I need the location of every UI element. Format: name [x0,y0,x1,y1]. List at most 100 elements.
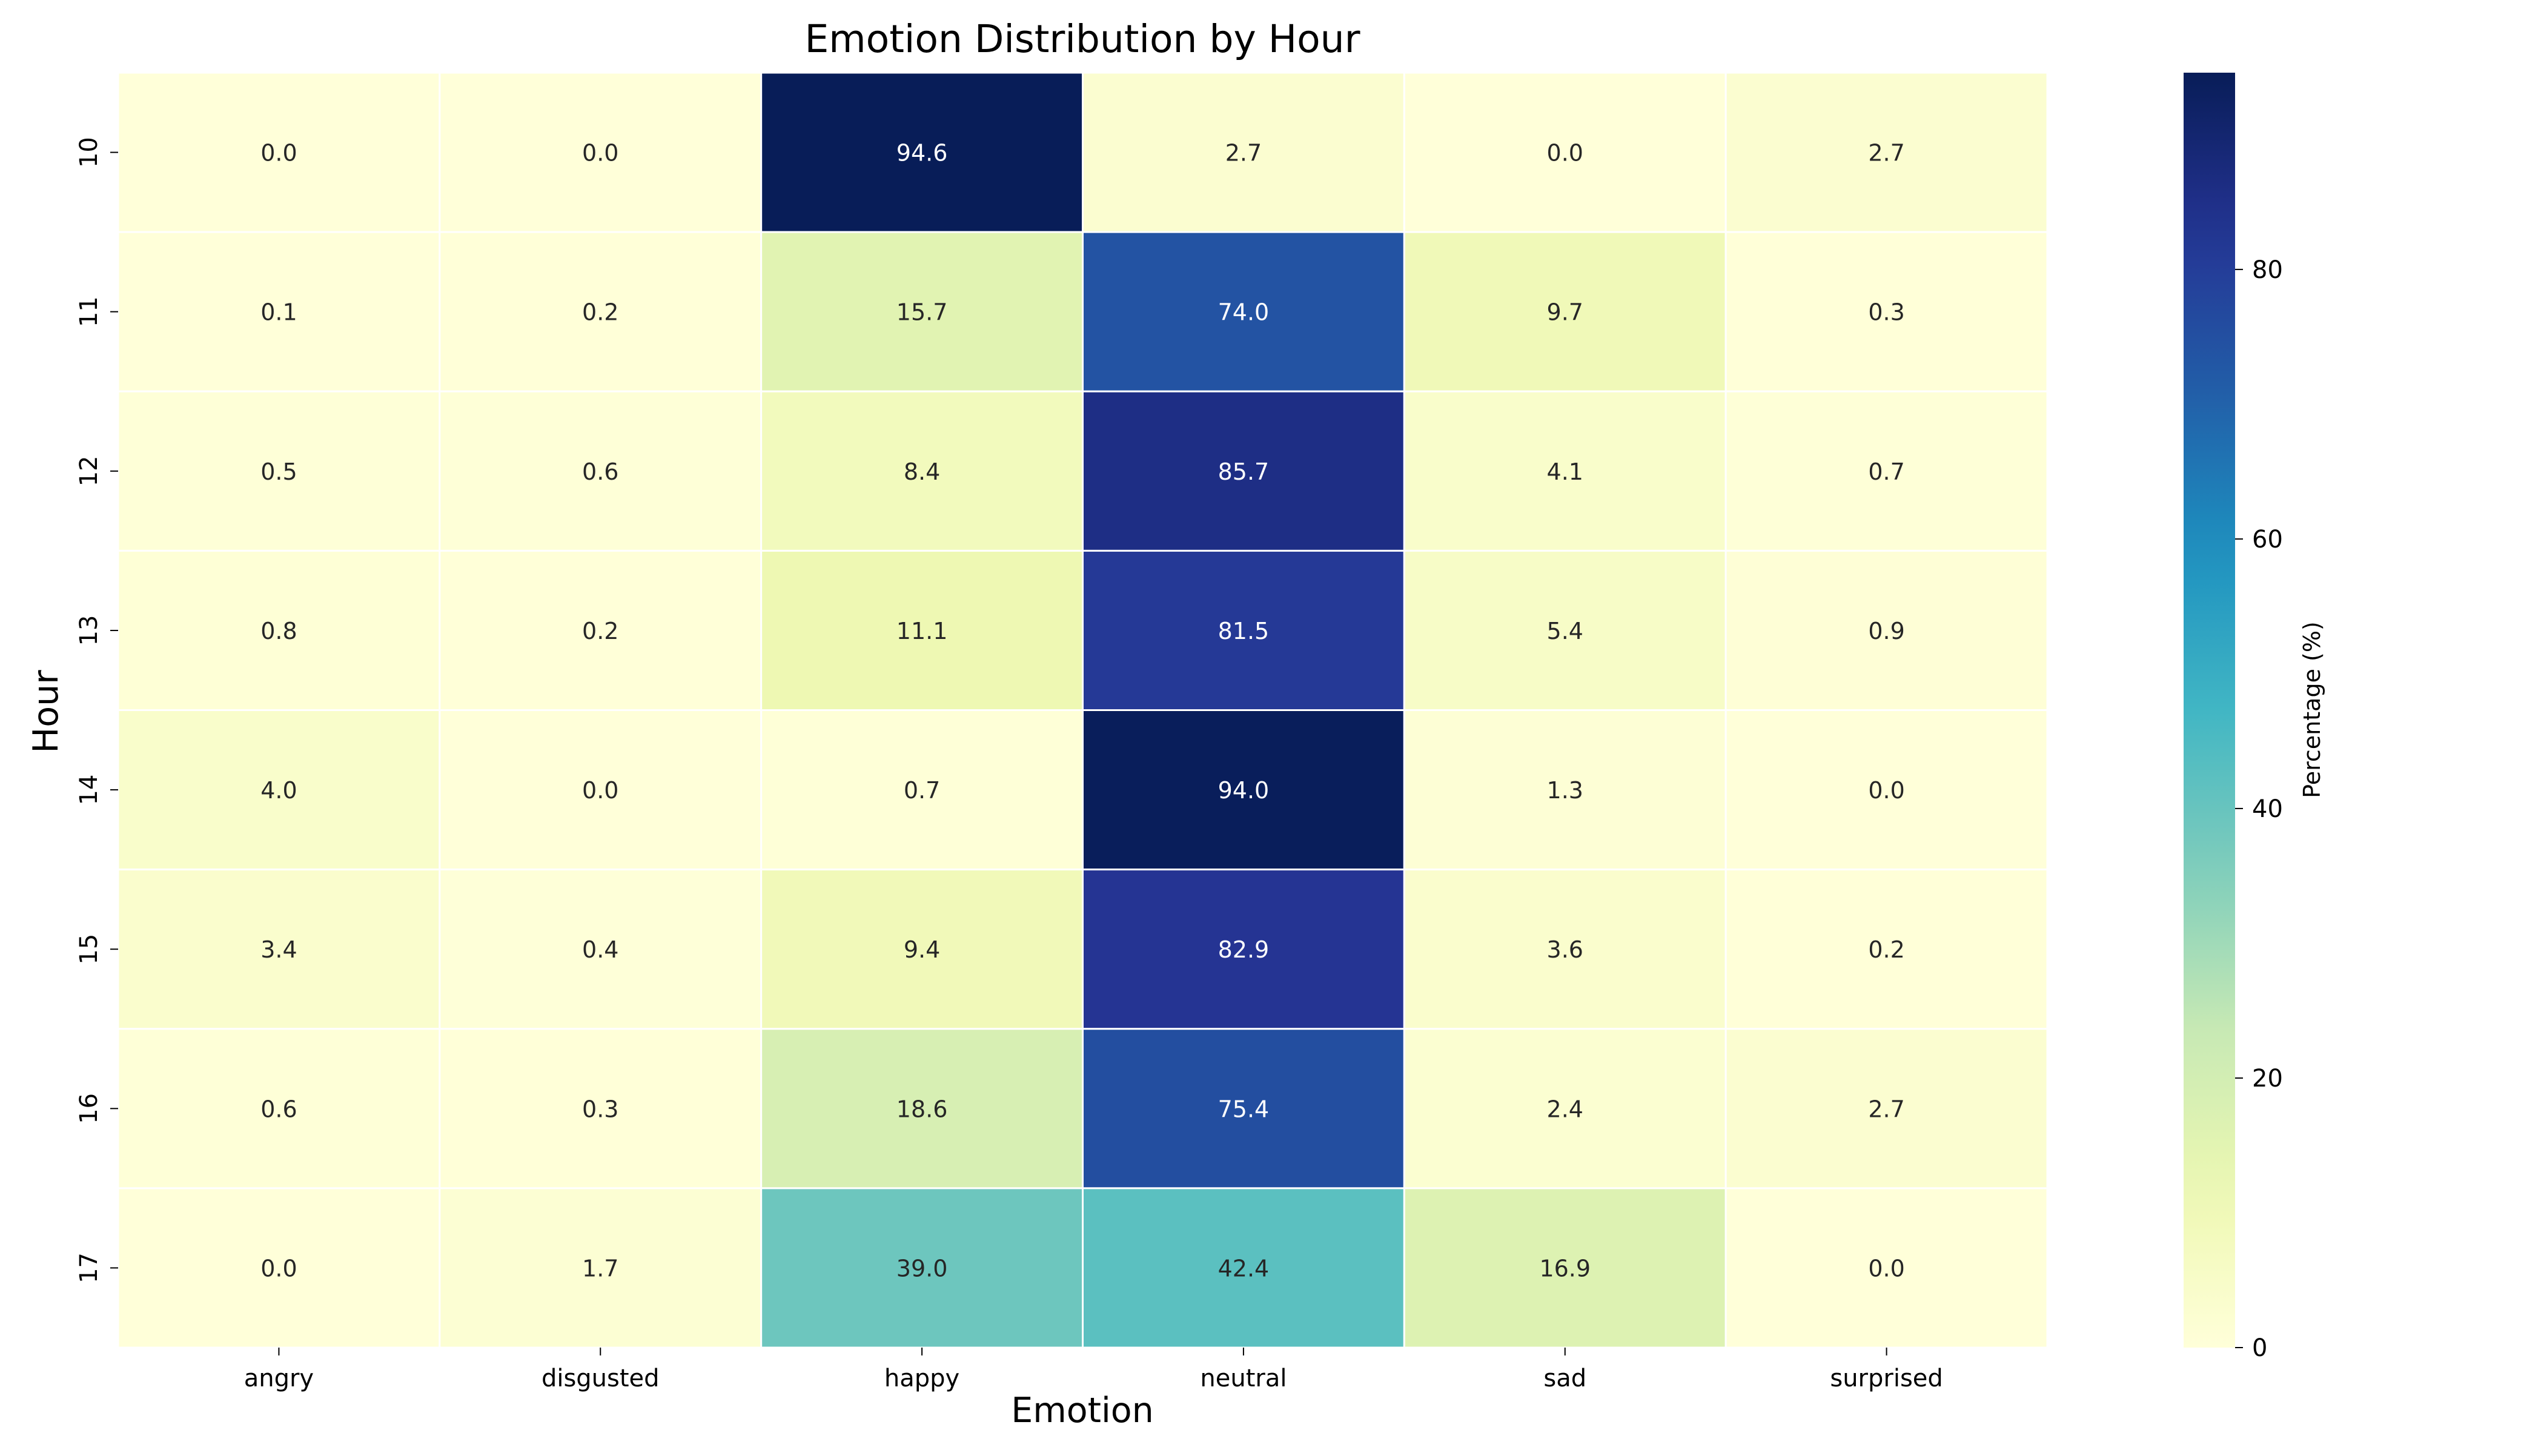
cell-value-label: 0.0 [260,140,297,167]
cell-value-label: 2.7 [1868,140,1904,167]
cell-value-label: 85.7 [1218,458,1270,485]
cell-value-label: 1.3 [1547,777,1583,804]
heatmap-cell [1724,709,2049,871]
cell-value-label: 81.5 [1218,618,1270,644]
cell-value-label: 2.4 [1547,1096,1583,1122]
heatmap-cell [1082,549,1405,711]
y-tick-label: 12 [75,455,103,486]
y-tick-label: 17 [75,1252,103,1283]
cell-value-label: 9.7 [1547,299,1583,326]
cell-value-label: 18.6 [896,1096,948,1122]
heatmap-cell [1724,549,2049,711]
heatmap-cell [1082,709,1405,871]
x-tick-label: happy [884,1365,959,1392]
cell-value-label: 2.7 [1225,140,1262,167]
cell-value-label: 0.0 [1868,1255,1904,1282]
heatmap-cell [1082,1187,1405,1349]
cell-value-label: 11.1 [896,618,948,644]
x-tick-label: disgusted [542,1365,660,1392]
y-tick-label: 11 [75,296,103,327]
heatmap-cell [760,71,1084,233]
colorbar-gradient [2184,73,2235,1348]
heatmap-cell [117,71,441,233]
cell-value-label: 5.4 [1547,618,1583,644]
heatmap-cell [117,390,441,552]
cell-value-label: 2.7 [1868,1096,1904,1122]
cell-value-label: 0.2 [1868,936,1904,963]
cell-value-label: 0.4 [582,936,618,963]
heatmap-cell [439,231,763,392]
cell-value-label: 0.6 [260,1096,297,1122]
heatmap-cell [1403,709,1727,871]
cell-value-label: 42.4 [1218,1255,1270,1282]
cell-value-label: 0.3 [1868,299,1904,326]
cell-value-label: 4.0 [260,777,297,804]
heatmap-cell [1403,869,1727,1030]
colorbar: 0 20 40 60 80 [2184,73,2283,1362]
heatmap-cell [117,1028,441,1190]
colorbar-tick-label: 20 [2252,1065,2283,1093]
y-tick-label: 15 [75,934,103,965]
y-axis-ticks: 10 11 12 13 14 15 16 17 [75,137,118,1283]
cell-value-label: 0.0 [1868,777,1904,804]
heatmap-cell [1082,390,1405,552]
heatmap-cell [1403,71,1727,233]
heatmap-cell [1403,1187,1727,1349]
heatmap-cell [1403,549,1727,711]
cell-value-label: 74.0 [1218,299,1270,326]
chart-title: Emotion Distribution by Hour [804,17,1360,61]
cell-annotations: 0.0 0.0 94.6 2.7 0.0 2.7 0.1 0.2 15.7 74.0 9.7 0.3 0… [260,140,1905,1282]
heatmap-cell [439,549,763,711]
colorbar-tick-label: 80 [2252,256,2283,284]
heatmap-cell [1724,71,2049,233]
heatmap-cell [760,549,1084,711]
cell-value-label: 94.6 [896,140,948,167]
cell-value-label: 0.5 [260,458,297,485]
heatmap-cell [117,549,441,711]
heatmap-cell [1403,390,1727,552]
heatmap-cell [1724,869,2049,1030]
colorbar-tick-label: 60 [2252,526,2283,554]
heatmap-cell [1724,231,2049,392]
x-axis-label: Emotion [1011,1391,1154,1431]
cell-value-label: 0.6 [582,458,618,485]
x-tick-label: angry [244,1365,314,1392]
heatmap-cell [760,390,1084,552]
cell-value-label: 3.6 [1547,936,1583,963]
x-tick-label: sad [1543,1365,1586,1392]
heatmap-cells [117,71,2049,1349]
cell-value-label: 0.1 [260,299,297,326]
colorbar-tick-label: 40 [2252,795,2283,823]
cell-value-label: 8.4 [904,458,940,485]
colorbar-tick-label: 0 [2252,1334,2267,1362]
cell-value-label: 0.0 [1547,140,1583,167]
heatmap-cell [117,1187,441,1349]
heatmap-cell [117,709,441,871]
cell-value-label: 82.9 [1218,936,1270,963]
heatmap-cell [439,71,763,233]
cell-value-label: 15.7 [896,299,948,326]
cell-value-label: 0.9 [1868,618,1904,644]
heatmap-cell [1724,390,2049,552]
colorbar-label: Percentage (%) [2299,621,2325,798]
x-tick-label: surprised [1830,1365,1943,1392]
heatmap-cell [760,709,1084,871]
x-axis-ticks: angry disgusted happy neutral sad surprised [244,1348,1943,1392]
cell-value-label: 0.0 [582,777,618,804]
y-axis-label: Hour [26,670,66,753]
heatmap-cell [1082,71,1405,233]
heatmap-cell [439,1028,763,1190]
cell-value-label: 9.4 [904,936,940,963]
heatmap-cell [1082,231,1405,392]
cell-value-label: 16.9 [1539,1255,1591,1282]
y-tick-label: 10 [75,137,103,168]
cell-value-label: 0.7 [1868,458,1904,485]
cell-value-label: 4.1 [1547,458,1583,485]
cell-value-label: 1.7 [582,1255,618,1282]
heatmap-cell [1724,1187,2049,1349]
cell-value-label: 39.0 [896,1255,948,1282]
cell-value-label: 0.7 [904,777,940,804]
heatmap-cell [1724,1028,2049,1190]
